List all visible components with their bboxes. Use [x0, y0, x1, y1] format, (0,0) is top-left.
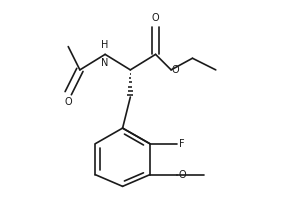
Text: H: H: [101, 40, 109, 50]
Text: N: N: [101, 58, 109, 68]
Text: O: O: [179, 170, 187, 180]
Text: O: O: [171, 65, 179, 75]
Text: F: F: [179, 139, 185, 149]
Text: O: O: [64, 97, 72, 107]
Text: O: O: [152, 13, 159, 23]
